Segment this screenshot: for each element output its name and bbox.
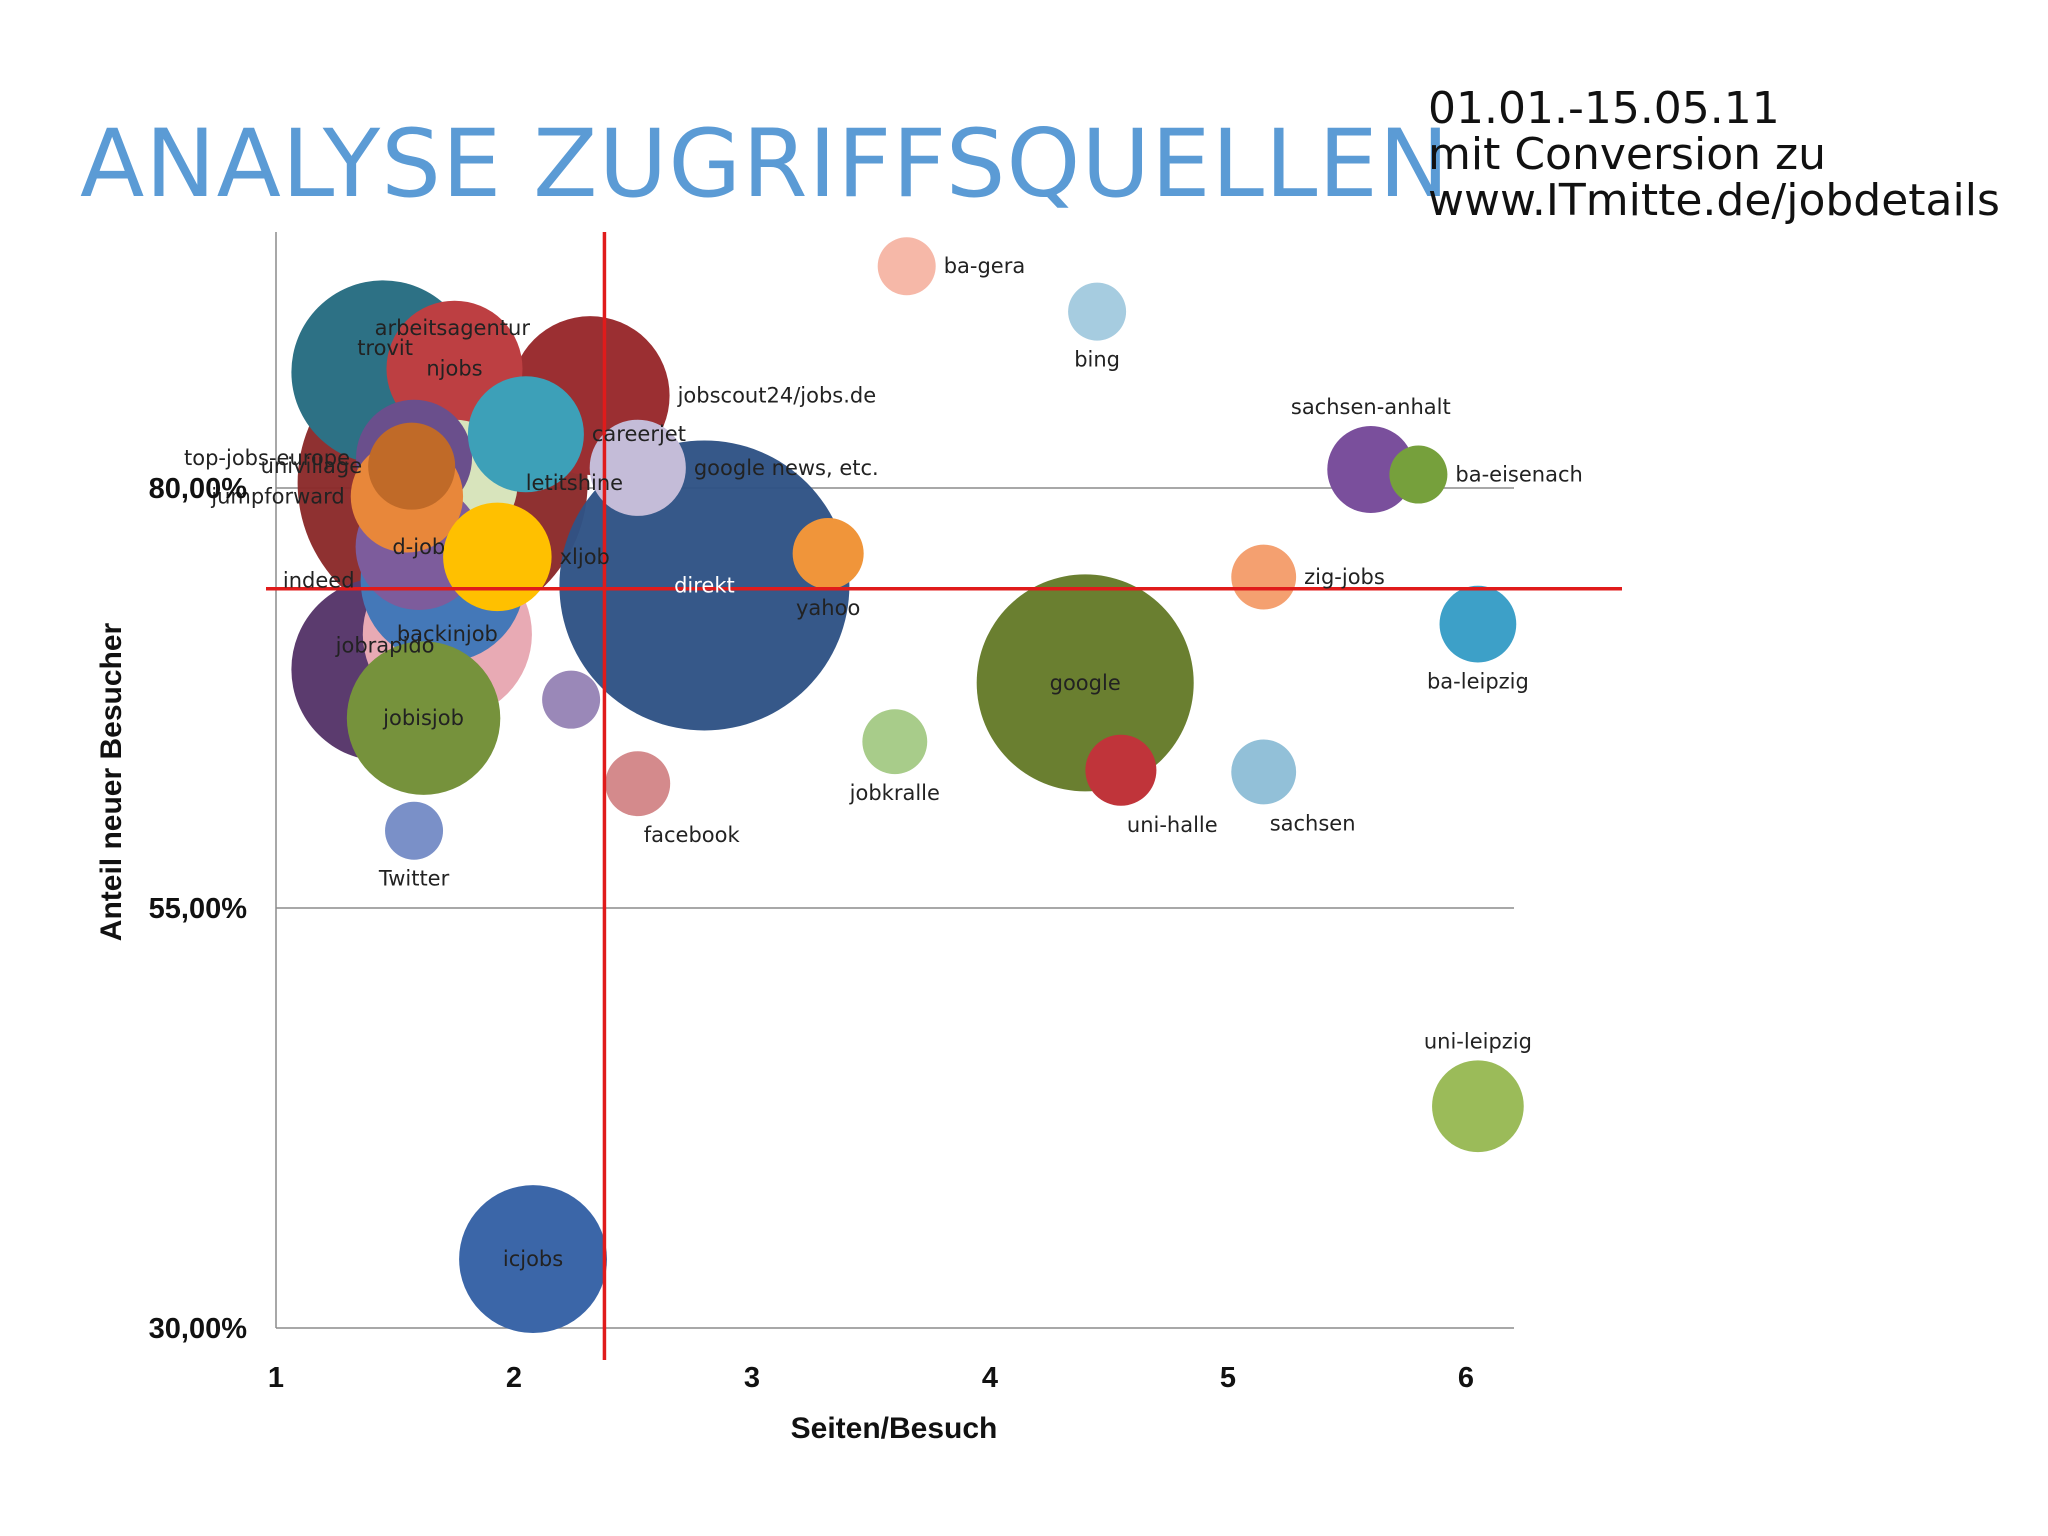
bubble-google-news-etc- [589, 419, 686, 516]
subtitle-conversion: mit Conversion zu [1428, 129, 1826, 180]
bubble-label: uni-halle [1127, 813, 1218, 837]
bubble-label: icjobs [503, 1247, 563, 1271]
bubble-facebook [605, 751, 671, 817]
bubble-label: direkt [674, 573, 735, 597]
x-tick-label: 3 [744, 1362, 760, 1394]
bubble-label: indeed [283, 568, 355, 592]
bubble-label: zig-jobs [1304, 565, 1385, 589]
tick-labels: 30,00% 55,00% 80,00% 1 2 3 4 5 6 [149, 473, 1474, 1394]
y-tick-label: 80,00% [149, 473, 248, 505]
bubble-label: careerjet [592, 422, 686, 446]
bubble-yahoo [792, 518, 864, 590]
bubble-label: Twitter [378, 867, 450, 891]
bubble-label: njobs [426, 357, 482, 381]
x-tick-label: 6 [1458, 1362, 1474, 1394]
bubble-label: yahoo [796, 596, 860, 620]
bubble-jobisjob [346, 641, 501, 795]
bubble-label: jobisjob [382, 706, 464, 730]
bubble-label: xljob [560, 545, 610, 569]
x-axis-title: Seiten/Besuch [791, 1412, 998, 1445]
bubble-careerjet [467, 376, 584, 493]
bubble-label: d-job [392, 535, 445, 559]
bubble-label: facebook [644, 823, 741, 847]
slide-title: ANALYSE ZUGRIFFSQUELLEN [80, 110, 1451, 219]
x-tick-label: 4 [982, 1362, 998, 1394]
reference-lines [266, 232, 1622, 1360]
bubble-ba-leipzig [1439, 585, 1517, 663]
bubble-label: ba-gera [944, 254, 1026, 278]
bubble-labels: arbeitsagentur direkt google trovit jobrapid… [184, 254, 1583, 1271]
bubble-univillage [368, 422, 456, 510]
bubble-twitter [385, 801, 444, 860]
bubble-label: ba-leipzig [1427, 669, 1529, 693]
x-tick-label: 2 [506, 1362, 522, 1394]
slide-subtitle: 01.01.-15.05.11 mit Conversion zu www.IT… [1428, 86, 2000, 224]
bubble-uni-halle [1085, 734, 1157, 806]
bubble-google [976, 574, 1194, 792]
bubble-icjobs [459, 1185, 607, 1334]
bubbles [291, 237, 1524, 1334]
bubble-label: trovit [357, 336, 413, 360]
x-tick-label: 5 [1220, 1362, 1236, 1394]
bubble-label: sachsen-anhalt [1291, 395, 1451, 419]
subtitle-url: www.ITmitte.de/jobdetails [1428, 175, 2000, 226]
bubble-uni-leipzig [1432, 1060, 1524, 1153]
bubble-label: backinjob [397, 622, 498, 646]
bubble-label: google news, etc. [694, 456, 879, 480]
y-tick-label: 30,00% [149, 1313, 248, 1345]
y-axis-title: Anteil neuer Besucher [95, 622, 128, 941]
bubble-label: jumpforward [210, 484, 344, 508]
bubble-label: uni-leipzig [1424, 1029, 1532, 1053]
x-tick-label: 1 [268, 1362, 284, 1394]
bubble-ba-eisenach [1389, 445, 1448, 504]
bubble-label: sachsen [1270, 811, 1356, 835]
bubble-label: univillage [261, 454, 363, 478]
bubble-label: google [1050, 671, 1121, 695]
bubble-label: jobkralle [849, 781, 940, 805]
bubble-label: jobrapido [335, 633, 435, 657]
bubble-label: jobscout24/jobs.de [677, 384, 877, 408]
bubble-label: bing [1074, 348, 1120, 372]
bubble-label: ba-eisenach [1455, 463, 1582, 487]
subtitle-date-range: 01.01.-15.05.11 [1428, 83, 1780, 134]
bubble-xljob [443, 502, 552, 612]
bubble-sachsen-anhalt [1327, 426, 1415, 514]
y-tick-label: 55,00% [149, 893, 248, 925]
bubble [542, 670, 601, 729]
bubble-jobkralle [862, 709, 928, 775]
bubble-label: letitshine [526, 471, 623, 495]
bubble-zig-jobs [1231, 544, 1297, 610]
bubble-label: arbeitsagentur [375, 316, 531, 340]
bubble-sachsen [1231, 739, 1297, 805]
bubble-ba-gera [877, 237, 936, 296]
bubble-label: top-jobs-europe [184, 446, 350, 470]
bubble-bing [1068, 282, 1127, 341]
